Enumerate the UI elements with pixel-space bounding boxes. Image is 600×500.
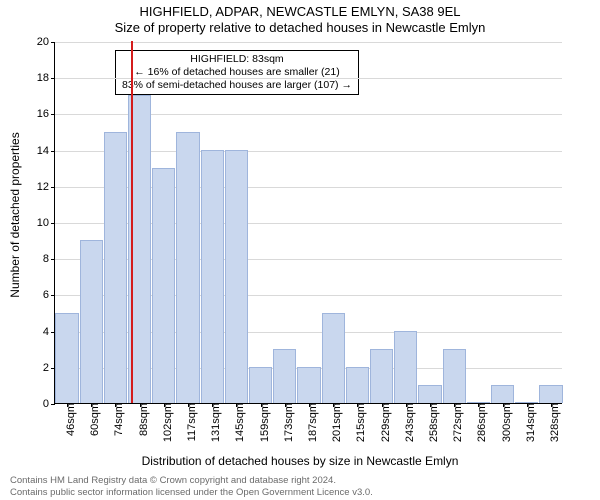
histogram-bar [394, 331, 417, 403]
x-tick-label: 131sqm [202, 403, 222, 442]
footer-line1: Contains HM Land Registry data © Crown c… [10, 475, 373, 486]
histogram-bar [491, 385, 514, 403]
plot-area: HIGHFIELD: 83sqm ← 16% of detached house… [54, 42, 562, 404]
histogram-bar [80, 240, 103, 403]
footer-line2: Contains public sector information licen… [10, 487, 373, 498]
histogram-bar [176, 132, 199, 404]
histogram-bar [55, 313, 78, 404]
y-tick-label: 8 [43, 253, 55, 265]
y-tick-label: 2 [43, 362, 55, 374]
x-tick-label: 328sqm [541, 403, 561, 442]
y-tick-label: 18 [37, 72, 55, 84]
x-tick-label: 300sqm [493, 403, 513, 442]
annotation-line3: 83% of semi-detached houses are larger (… [122, 79, 352, 92]
reference-marker-line [131, 41, 133, 403]
title-block: HIGHFIELD, ADPAR, NEWCASTLE EMLYN, SA38 … [0, 4, 600, 35]
x-tick-label: 46sqm [57, 403, 77, 436]
x-tick-label: 258sqm [420, 403, 440, 442]
x-tick-label: 286sqm [468, 403, 488, 442]
x-tick-label: 74sqm [105, 403, 125, 436]
x-tick-label: 173sqm [275, 403, 295, 442]
y-tick-label: 14 [37, 145, 55, 157]
y-tick-label: 12 [37, 181, 55, 193]
y-axis-label: Number of detached properties [8, 50, 22, 215]
y-tick-label: 10 [37, 217, 55, 229]
title-address: HIGHFIELD, ADPAR, NEWCASTLE EMLYN, SA38 … [0, 4, 600, 19]
histogram-bar [346, 367, 369, 403]
chart-container: HIGHFIELD, ADPAR, NEWCASTLE EMLYN, SA38 … [0, 0, 600, 500]
x-axis-label: Distribution of detached houses by size … [0, 454, 600, 468]
x-tick-label: 102sqm [154, 403, 174, 442]
x-tick-label: 272sqm [444, 403, 464, 442]
histogram-bar [539, 385, 562, 403]
x-tick-label: 88sqm [130, 403, 150, 436]
y-tick-label: 20 [37, 36, 55, 48]
y-tick-label: 0 [43, 398, 55, 410]
y-tick-label: 6 [43, 289, 55, 301]
histogram-bar [297, 367, 320, 403]
histogram-bar [104, 132, 127, 404]
y-tick-label: 4 [43, 326, 55, 338]
histogram-bar [322, 313, 345, 404]
annotation-line1: HIGHFIELD: 83sqm [122, 53, 352, 66]
x-tick-label: 187sqm [299, 403, 319, 442]
x-tick-label: 215sqm [347, 403, 367, 442]
x-tick-label: 201sqm [323, 403, 343, 442]
histogram-bar [152, 168, 175, 403]
histogram-bar [443, 349, 466, 403]
x-tick-label: 60sqm [81, 403, 101, 436]
histogram-bar [249, 367, 272, 403]
x-tick-label: 229sqm [372, 403, 392, 442]
x-tick-label: 243sqm [396, 403, 416, 442]
annotation-box: HIGHFIELD: 83sqm ← 16% of detached house… [115, 50, 359, 95]
x-tick-label: 314sqm [517, 403, 537, 442]
title-subtitle: Size of property relative to detached ho… [0, 20, 600, 35]
x-tick-label: 159sqm [251, 403, 271, 442]
x-tick-label: 145sqm [226, 403, 246, 442]
footer-attribution: Contains HM Land Registry data © Crown c… [10, 475, 373, 498]
histogram-bar [201, 150, 224, 403]
histogram-bar [273, 349, 296, 403]
histogram-bar [370, 349, 393, 403]
y-tick-label: 16 [37, 108, 55, 120]
histogram-bar [418, 385, 441, 403]
histogram-bar [225, 150, 248, 403]
x-tick-label: 117sqm [178, 403, 198, 441]
